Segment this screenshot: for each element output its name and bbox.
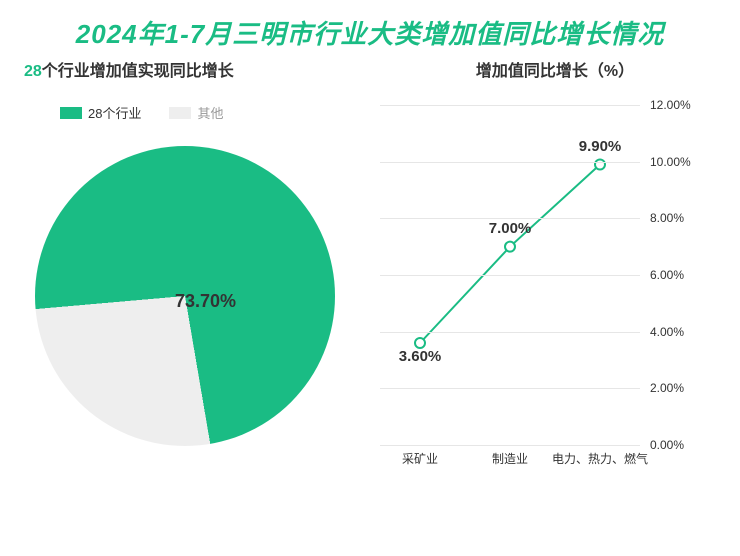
- y-tick-label: 6.00%: [650, 268, 710, 282]
- legend-label: 28个行业: [88, 103, 141, 122]
- x-tick-label: 采矿业: [402, 450, 438, 467]
- x-tick-label: 制造业: [492, 450, 528, 467]
- page-title: 2024年1-7月三明市行业大类增加值同比增长情况: [0, 0, 740, 51]
- data-label: 7.00%: [489, 219, 532, 236]
- legend-item: 其他: [169, 103, 223, 122]
- pie-subtitle: 28个行业增加值实现同比增长: [0, 57, 370, 81]
- y-tick-label: 0.00%: [650, 438, 710, 452]
- y-tick-label: 12.00%: [650, 98, 710, 112]
- pie-legend: 28个行业 其他: [0, 103, 370, 122]
- legend-label: 其他: [197, 103, 223, 122]
- legend-swatch: [60, 107, 82, 119]
- legend-item: 28个行业: [60, 103, 141, 122]
- pie-chart: 73.70%: [35, 146, 335, 446]
- pie-subtitle-rest: 个行业增加值实现同比增长: [42, 63, 234, 80]
- line-subtitle: 增加值同比增长（%）: [370, 57, 740, 81]
- legend-swatch: [169, 107, 191, 119]
- pie-center-label: 73.70%: [175, 291, 236, 312]
- y-tick-label: 8.00%: [650, 211, 710, 225]
- pie-subtitle-accent: 28: [24, 63, 42, 80]
- gridline: [380, 105, 640, 106]
- line-marker: [415, 338, 425, 348]
- data-label: 3.60%: [399, 348, 442, 365]
- gridline: [380, 162, 640, 163]
- x-tick-label: 电力、热力、燃气: [552, 450, 648, 467]
- line-plot-area: 3.60% 7.00% 9.90%: [380, 105, 640, 445]
- y-tick-label: 2.00%: [650, 381, 710, 395]
- gridline: [380, 332, 640, 333]
- gridline: [380, 275, 640, 276]
- gridline: [380, 445, 640, 446]
- line-chart: 3.60% 7.00% 9.90% 0.00% 2.00% 4.00% 6.00% 8.00…: [380, 95, 710, 495]
- line-path: [420, 165, 600, 344]
- charts-row: 28个行业增加值实现同比增长 28个行业 其他 73.70% 增加值同比增长（%…: [0, 57, 740, 553]
- line-marker: [505, 242, 515, 252]
- y-tick-label: 10.00%: [650, 155, 710, 169]
- gridline: [380, 388, 640, 389]
- line-panel: 增加值同比增长（%） 3.60% 7.00% 9.90% 0.00% 2.00% 4.0…: [370, 57, 740, 553]
- title-text: 2024年1-7月三明市行业大类增加值同比增长情况: [76, 19, 664, 49]
- pie-panel: 28个行业增加值实现同比增长 28个行业 其他 73.70%: [0, 57, 370, 553]
- y-tick-label: 4.00%: [650, 325, 710, 339]
- data-label: 9.90%: [579, 137, 622, 154]
